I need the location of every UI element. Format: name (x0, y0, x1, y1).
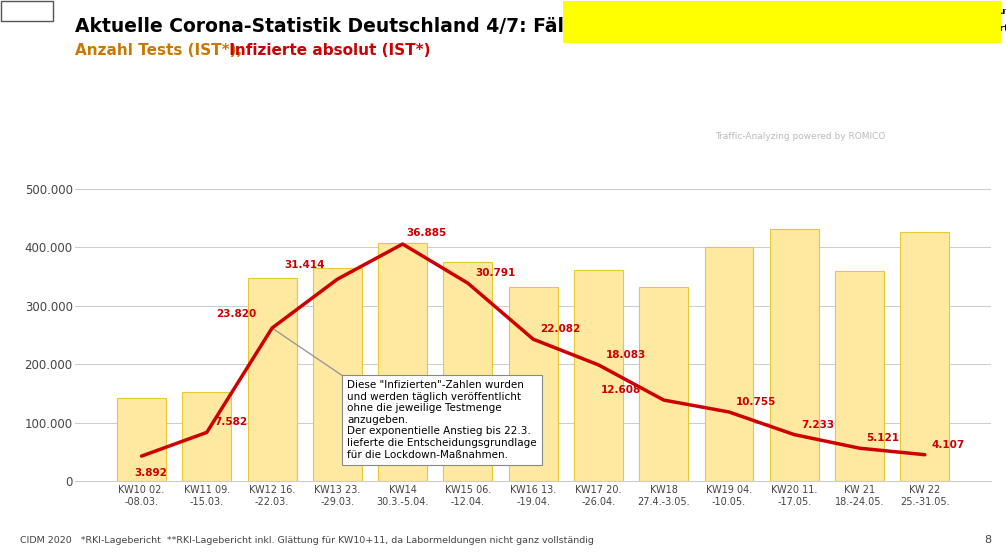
Text: CIDM 2020   *RKI-Lagebericht  **RKI-Lagebericht inkl. Glättung für KW10+11, da L: CIDM 2020 *RKI-Lagebericht **RKI-Lageber… (20, 536, 594, 545)
Bar (117, 398, 166, 481)
Bar (704, 247, 753, 481)
Bar (444, 262, 492, 481)
Text: Diese "Infizierten"-Zahlen wurden
und werden täglich veröffentlicht
ohne die jew: Diese "Infizierten"-Zahlen wurden und we… (347, 380, 537, 460)
Bar (509, 287, 557, 481)
Text: 31.414: 31.414 (285, 260, 325, 270)
Text: Aktuelle Corona-Statistik Deutschland 4/7: Fälle pro Woche im Verhältnis 1/3: Aktuelle Corona-Statistik Deutschland 4/… (75, 17, 888, 36)
Text: 30.791: 30.791 (475, 268, 515, 278)
Text: 4.107: 4.107 (932, 440, 965, 450)
Text: 28.05.2020: Einzelne Labormeldungen liefern Daten nach, daher ändern sich Werte : 28.05.2020: Einzelne Labormeldungen lief… (569, 24, 1006, 33)
Text: Anzahl Tests (IST*),: Anzahl Tests (IST*), (75, 43, 242, 58)
Bar (639, 286, 688, 481)
Text: 3.892: 3.892 (135, 467, 167, 478)
Text: 10.755: 10.755 (736, 397, 777, 407)
Text: 04.05.2020: Die ursprünglich vom RKI kommunizierten Daten für KW17 waren laut RK: 04.05.2020: Die ursprünglich vom RKI kom… (569, 7, 1006, 15)
Text: 7.582: 7.582 (213, 418, 246, 427)
Text: 23.820: 23.820 (216, 309, 257, 319)
Text: Inhalt: Inhalt (11, 6, 43, 16)
Bar (835, 271, 884, 481)
Bar (770, 229, 819, 481)
Text: 7.233: 7.233 (801, 420, 834, 430)
Bar (313, 268, 362, 481)
Text: 12.608: 12.608 (602, 385, 642, 395)
Text: 36.885: 36.885 (406, 228, 447, 238)
Text: 22.082: 22.082 (540, 324, 580, 334)
Text: Infizierte absolut (IST*): Infizierte absolut (IST*) (224, 43, 431, 58)
Bar (378, 243, 428, 481)
Text: 5.121: 5.121 (866, 433, 899, 444)
Bar (247, 278, 297, 481)
Bar (900, 232, 950, 481)
Bar (574, 270, 623, 481)
Bar (182, 392, 231, 481)
Text: 18.083: 18.083 (606, 350, 646, 360)
Text: Traffic-Analyzing powered by ROMICO: Traffic-Analyzing powered by ROMICO (715, 132, 885, 141)
Text: 8: 8 (984, 535, 991, 545)
